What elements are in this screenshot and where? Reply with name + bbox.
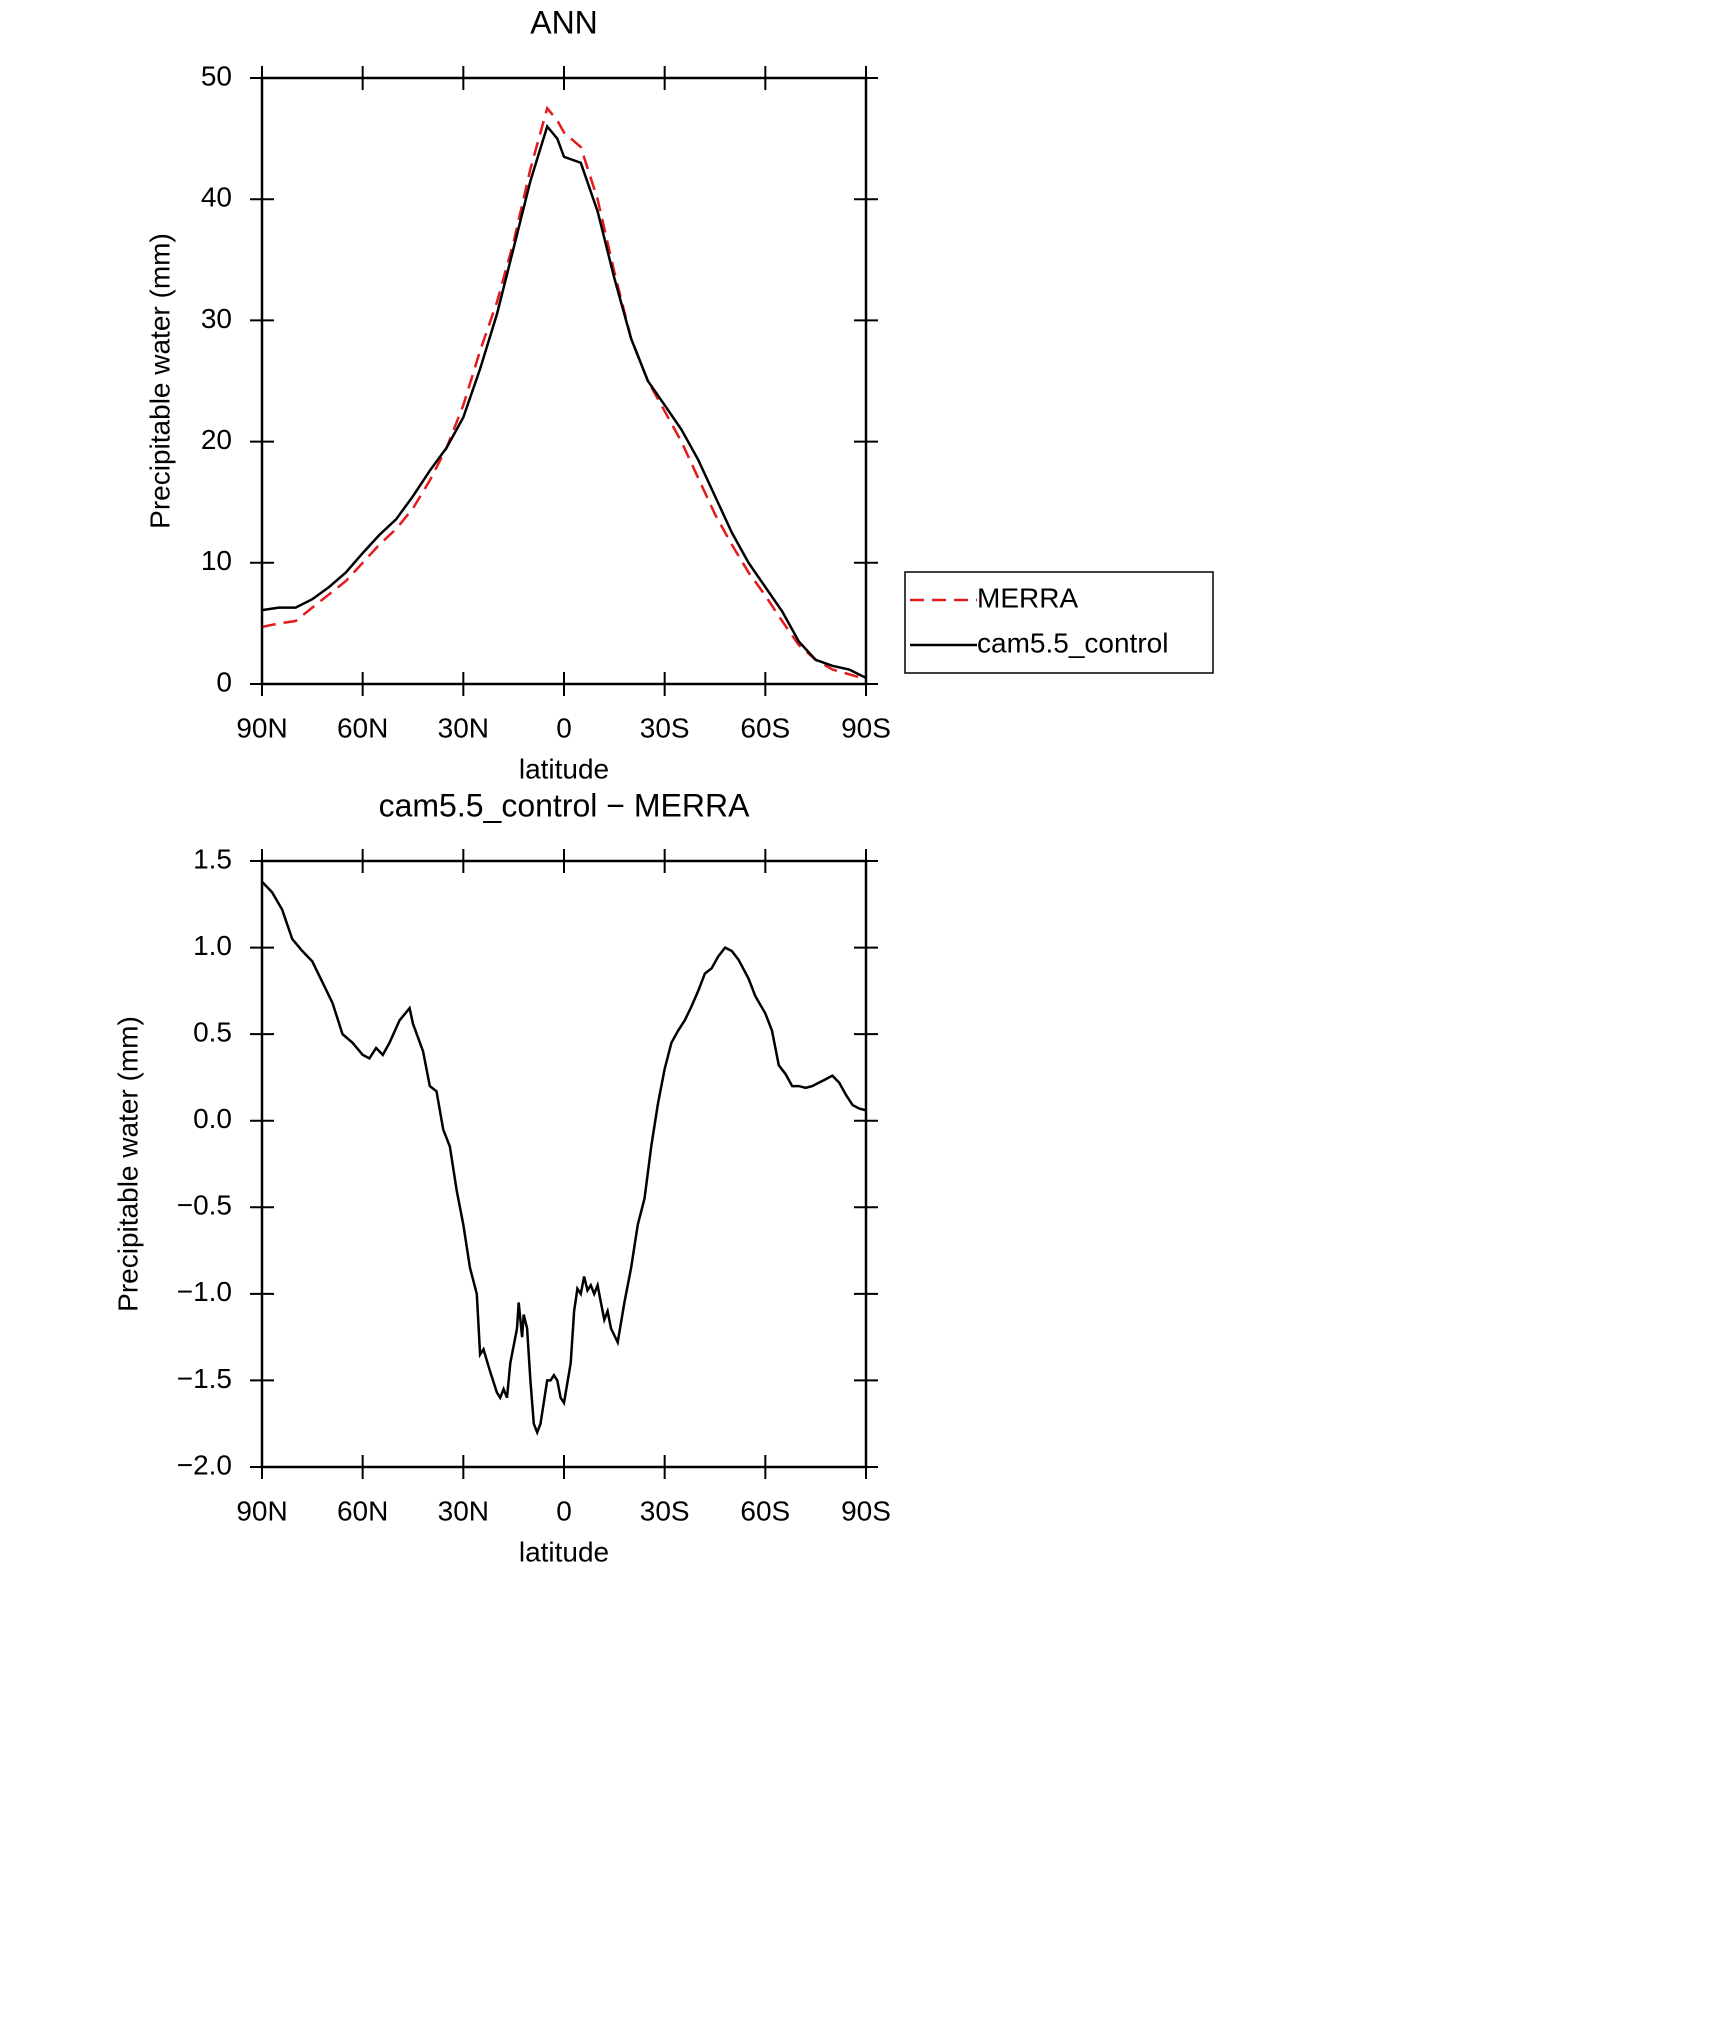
data-line xyxy=(261,105,867,681)
y-tick-label: 0.0 xyxy=(193,1103,232,1134)
y-tick-label: −2.0 xyxy=(177,1449,232,1480)
x-tick-label: 30N xyxy=(438,712,489,743)
y-tick-label: 0.5 xyxy=(193,1017,232,1048)
x-tick-label: 90S xyxy=(841,1495,891,1526)
x-tick-label: 90N xyxy=(236,1495,287,1526)
x-tick-label: 60S xyxy=(740,712,790,743)
x-tick-label: 60N xyxy=(337,1495,388,1526)
data-line xyxy=(261,880,867,1436)
x-axis-label: latitude xyxy=(519,753,609,784)
x-tick-label: 0 xyxy=(556,1495,572,1526)
y-tick-label: 20 xyxy=(201,424,232,455)
x-tick-label: 90N xyxy=(236,712,287,743)
y-tick-label: 1.0 xyxy=(193,930,232,961)
y-tick-label: 0 xyxy=(216,666,232,697)
y-axis-label: Precipitable water (mm) xyxy=(144,233,175,529)
y-tick-label: −1.0 xyxy=(177,1276,232,1307)
data-line xyxy=(261,123,867,680)
chart-title: cam5.5_control − MERRA xyxy=(379,787,750,823)
plot-frame xyxy=(260,76,868,686)
x-axis-label: latitude xyxy=(519,1536,609,1567)
y-tick-label: 1.5 xyxy=(193,843,232,874)
legend-label: MERRA xyxy=(977,582,1078,613)
y-tick-label: 10 xyxy=(201,545,232,576)
y-tick-label: −0.5 xyxy=(177,1190,232,1221)
x-tick-label: 60N xyxy=(337,712,388,743)
y-tick-label: 30 xyxy=(201,303,232,334)
x-tick-label: 30S xyxy=(640,1495,690,1526)
y-tick-label: −1.5 xyxy=(177,1363,232,1394)
y-axis-label: Precipitable water (mm) xyxy=(112,1016,143,1312)
legend-box xyxy=(904,571,1214,674)
legend-label: cam5.5_control xyxy=(977,627,1168,658)
x-tick-label: 0 xyxy=(556,712,572,743)
x-tick-label: 90S xyxy=(841,712,891,743)
x-tick-label: 30N xyxy=(438,1495,489,1526)
chart-title: ANN xyxy=(530,4,598,40)
y-tick-label: 40 xyxy=(201,182,232,213)
x-tick-label: 60S xyxy=(740,1495,790,1526)
plot-frame xyxy=(260,859,868,1469)
y-tick-label: 50 xyxy=(201,60,232,91)
x-tick-label: 30S xyxy=(640,712,690,743)
